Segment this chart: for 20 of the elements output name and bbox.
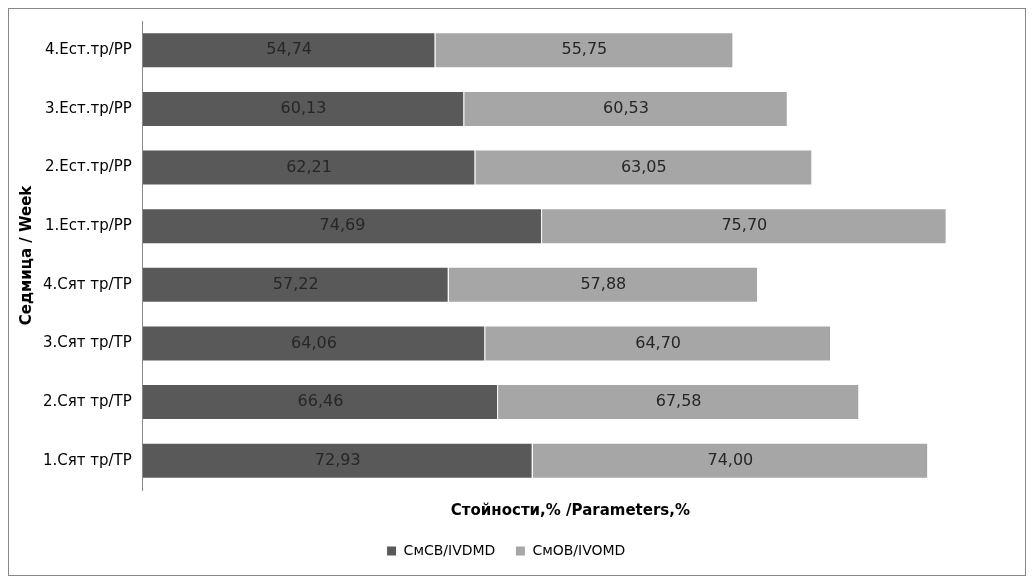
y-tick-label: 1.Ест.тр/РР bbox=[44, 216, 132, 235]
data-label: 67,58 bbox=[655, 391, 702, 411]
legend-label: СмОВ/IVOMD bbox=[532, 541, 626, 558]
data-label: 64,70 bbox=[635, 332, 682, 352]
data-label: 75,70 bbox=[721, 215, 768, 235]
y-tick-label: 2.Сят тр/ТР bbox=[42, 391, 132, 410]
y-tick-label: 3.Сят тр/ТР bbox=[42, 333, 132, 352]
y-axis-title: Седмица / Week bbox=[16, 184, 35, 326]
data-label: 57,88 bbox=[580, 273, 627, 293]
y-tick-label: 4.Сят тр/ТР bbox=[42, 274, 132, 293]
x-axis-title: Стойности,% /Parameters,% bbox=[450, 500, 690, 519]
y-tick-label: 2.Ест.тр/РР bbox=[44, 157, 132, 176]
data-label: 74,00 bbox=[707, 449, 754, 469]
legend-label: СмСВ/IVDMD bbox=[403, 541, 496, 558]
data-label: 55,75 bbox=[561, 39, 608, 59]
y-tick-label: 1.Сят тр/ТР bbox=[42, 450, 132, 469]
data-label: 60,53 bbox=[603, 98, 649, 118]
y-tick-label: 3.Ест.тр/РР bbox=[44, 98, 132, 117]
data-label: 63,05 bbox=[620, 156, 667, 176]
y-tick-label: 4.Ест.тр/РР bbox=[44, 40, 132, 59]
